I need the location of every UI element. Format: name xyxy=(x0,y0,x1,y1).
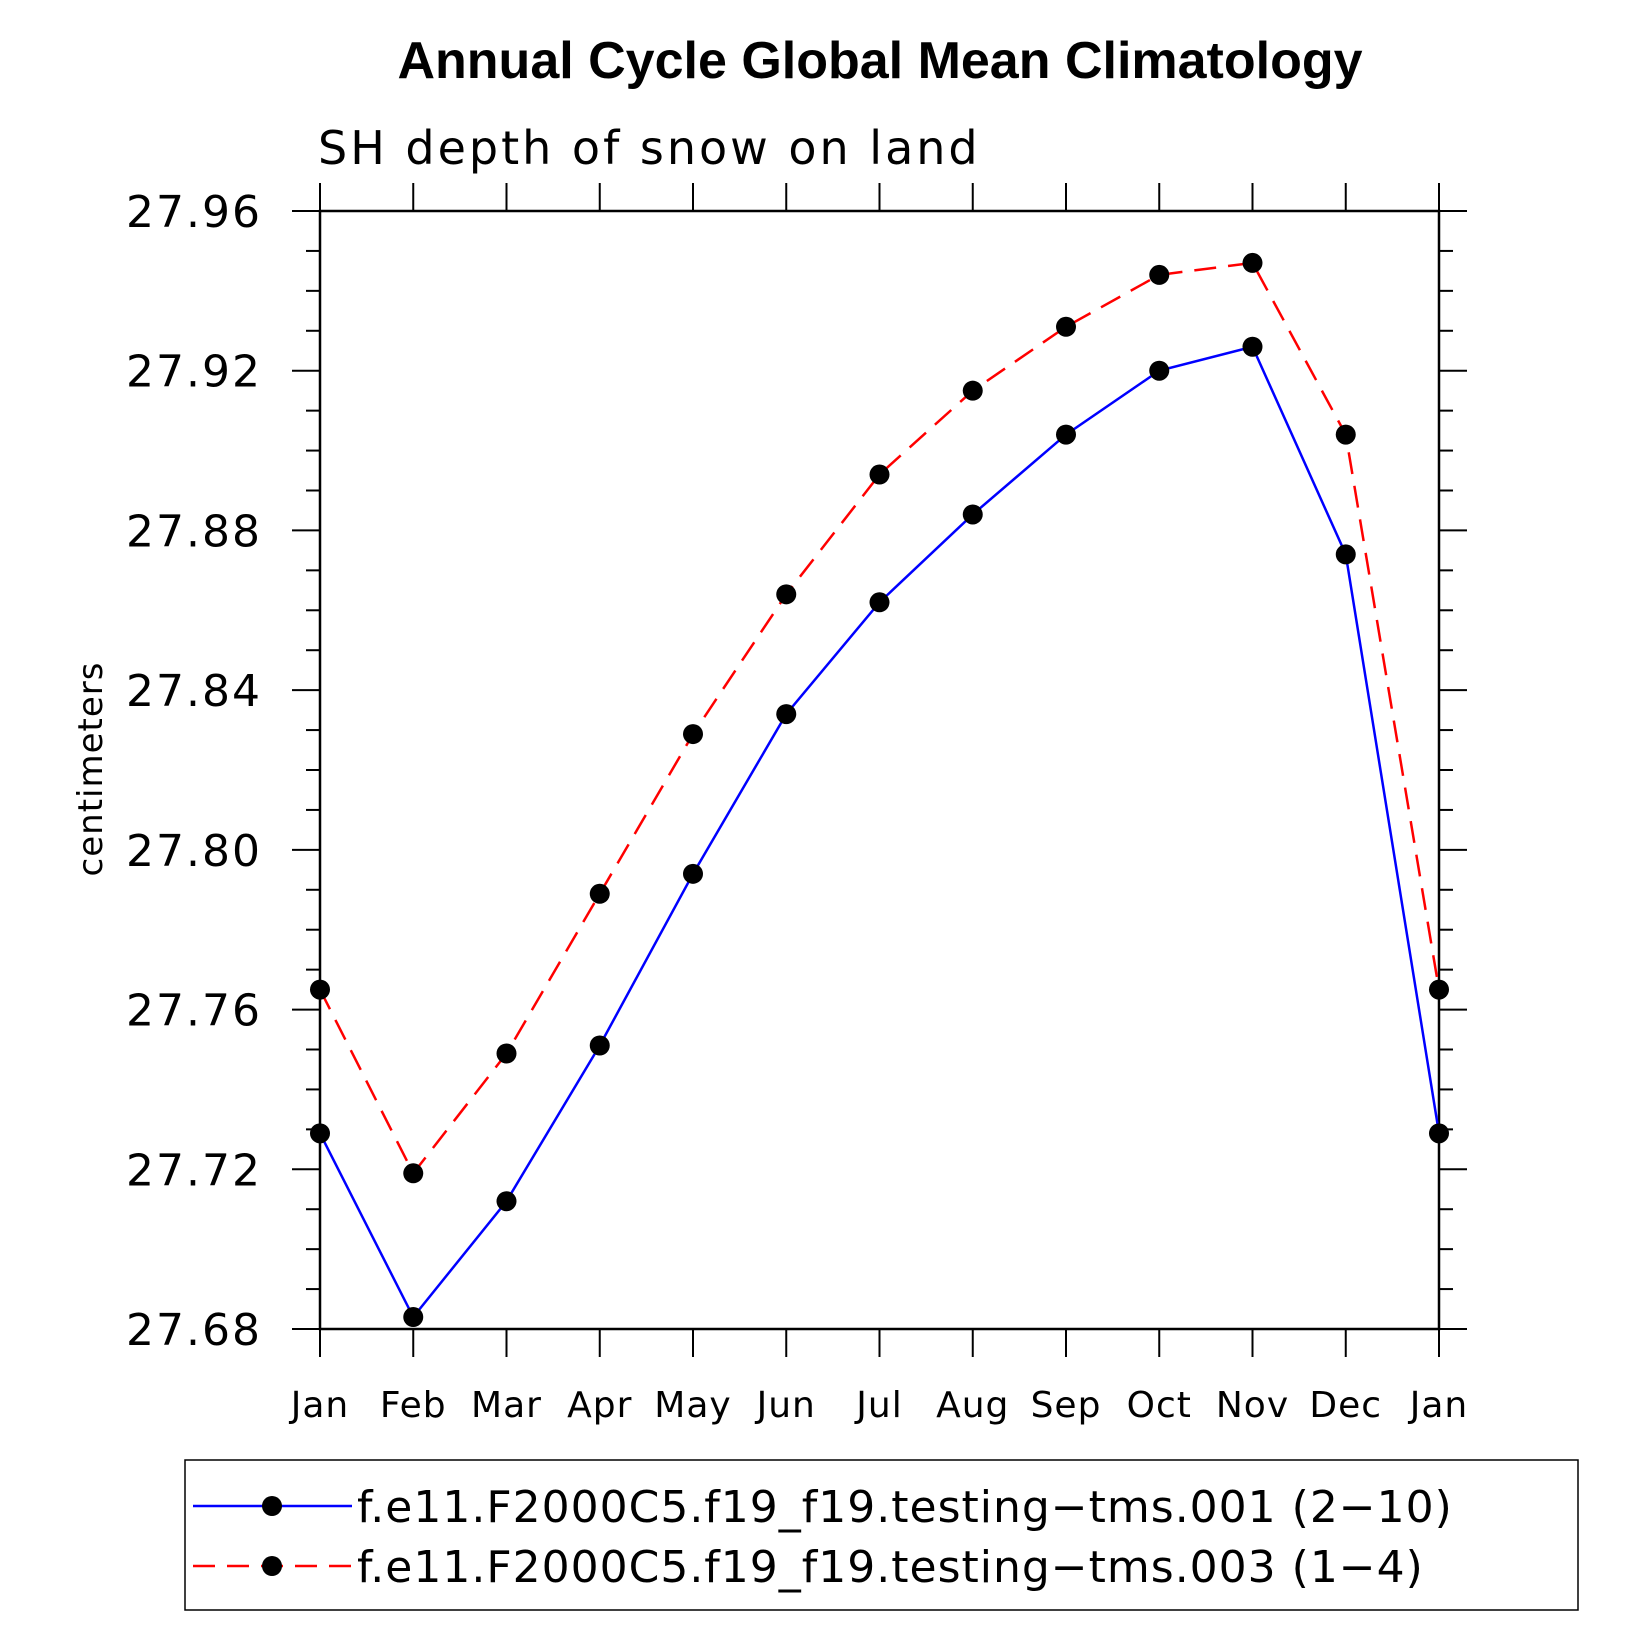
chart-title: Annual Cycle Global Mean Climatology xyxy=(397,32,1362,90)
x-tick-label: Jun xyxy=(755,1385,816,1426)
plot-frame xyxy=(318,209,1441,1331)
series-2-point xyxy=(1149,264,1170,285)
y-tick-label: 27.92 xyxy=(126,347,262,398)
chart-subtitle: SH depth of snow on land xyxy=(318,121,981,175)
series-layer xyxy=(310,252,1449,1328)
series-1-point xyxy=(403,1307,424,1328)
series-2-point xyxy=(589,883,610,904)
series-line-1 xyxy=(318,345,1441,1320)
series-1-point xyxy=(589,1035,610,1056)
x-tick-label: Sep xyxy=(1031,1385,1102,1426)
series-2-point xyxy=(403,1163,424,1184)
x-tick-label: Mar xyxy=(471,1385,542,1426)
series-1-point xyxy=(310,1123,330,1144)
legend-marker-2 xyxy=(262,1556,282,1576)
x-tick-label: Dec xyxy=(1309,1385,1382,1426)
x-tick-label: Nov xyxy=(1216,1385,1289,1426)
series-2-point xyxy=(1335,424,1356,445)
series-2-point xyxy=(962,380,983,401)
y-tick-label: 27.88 xyxy=(126,506,262,557)
legend: f.e11.F2000C5.f19_f19.testing−tms.001 (2… xyxy=(184,1459,1579,1611)
series-1-point xyxy=(683,863,703,884)
series-1-point xyxy=(1335,544,1356,565)
series-1-point xyxy=(776,704,797,725)
series-2-point xyxy=(496,1043,517,1064)
series-1-point xyxy=(1429,1123,1449,1144)
series-2-point xyxy=(1056,316,1076,337)
legend-marker-1 xyxy=(262,1496,282,1516)
y-tick-label: 27.96 xyxy=(126,187,262,238)
y-tick-label: 27.84 xyxy=(126,666,262,717)
x-tick-label: Jul xyxy=(854,1385,902,1426)
legend-label-2: f.e11.F2000C5.f19_f19.testing−tms.003 (1… xyxy=(357,1542,1424,1593)
series-1-point xyxy=(962,504,983,525)
series-2-point xyxy=(869,464,890,485)
legend-box xyxy=(184,1459,1579,1611)
x-tick-label: Aug xyxy=(936,1385,1009,1426)
series-2-point xyxy=(310,979,330,1000)
x-tick-label: Jan xyxy=(1408,1385,1469,1426)
series-1-point xyxy=(1149,360,1170,381)
series-1-point xyxy=(496,1191,517,1212)
x-axis-ticks: Jan Feb Mar Apr May Jun Jul Aug Sep Oct Nov Dec Jan xyxy=(289,183,1469,1426)
y-tick-label: 27.80 xyxy=(126,826,262,877)
series-line-2 xyxy=(318,261,1441,1176)
y-tick-label: 27.68 xyxy=(126,1305,262,1356)
series-2-point xyxy=(1429,979,1449,1000)
series-2-point xyxy=(683,724,703,745)
y-tick-label: 27.72 xyxy=(126,1145,262,1196)
y-axis-label: centimeters xyxy=(71,662,111,877)
x-tick-label: Oct xyxy=(1127,1385,1192,1426)
series-2-point xyxy=(776,584,797,605)
series-1-point xyxy=(1242,336,1263,357)
series-1-point xyxy=(869,592,890,613)
x-tick-label: May xyxy=(654,1385,731,1426)
series-2-point xyxy=(1242,252,1263,273)
y-axis-ticks: 27.68 27.72 27.76 27.80 27.84 27.88 27.92 27.96 xyxy=(126,187,1467,1356)
x-tick-label: Apr xyxy=(567,1385,632,1426)
legend-label-1: f.e11.F2000C5.f19_f19.testing−tms.001 (2… xyxy=(357,1482,1453,1533)
x-tick-label: Jan xyxy=(289,1385,350,1426)
y-tick-label: 27.76 xyxy=(126,986,262,1037)
x-tick-label: Feb xyxy=(380,1385,447,1426)
series-1-point xyxy=(1056,424,1076,445)
